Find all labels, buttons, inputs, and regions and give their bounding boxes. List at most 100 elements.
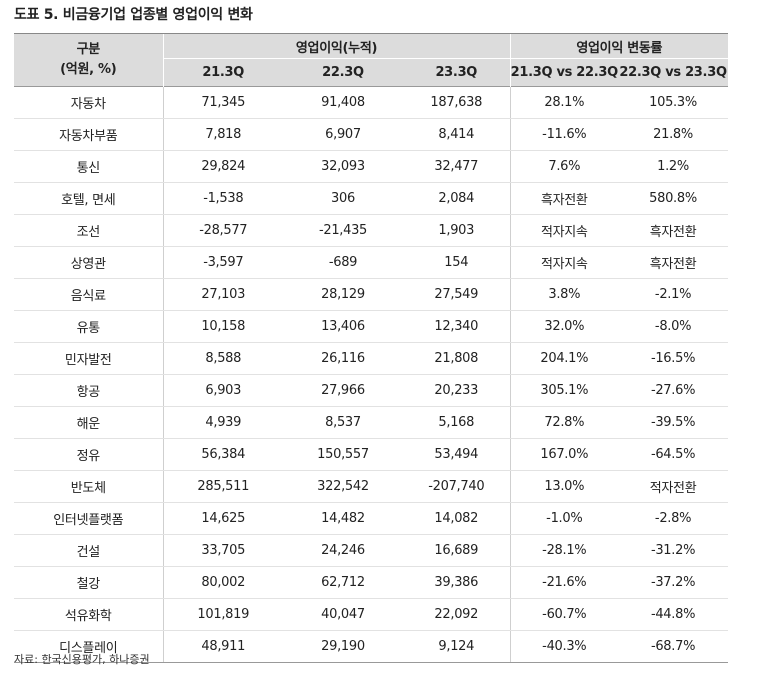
table-cell: 4,939 [162, 406, 283, 439]
column-header: 21.3Q [162, 58, 283, 87]
table-row: 정유 56,384 150,557 53,494 167.0% -64.5% [14, 438, 729, 471]
table-cell: 9,124 [403, 630, 511, 663]
table-cell: 6,903 [162, 374, 283, 407]
header-row: 구분 (억원, %) 영업이익(누적) 영업이익 변동률 [14, 33, 729, 87]
table-cell: 22,092 [403, 598, 511, 631]
table-cell: -40.3% [509, 630, 619, 663]
table-row: 인터넷플랫폼 14,625 14,482 14,082 -1.0% -2.8% [14, 502, 729, 535]
column-header: 21.3Q vs 22.3Q [509, 58, 618, 87]
table-cell: -2.8% [618, 502, 729, 535]
corner-cell: 구분 (억원, %) [14, 33, 163, 87]
table-row: 통신 29,824 32,093 32,477 7.6% 1.2% [14, 150, 729, 183]
table-cell: 16,689 [403, 534, 511, 567]
table-cell: 7.6% [509, 150, 619, 183]
table-row: 조선 -28,577 -21,435 1,903 적자지속 흑자전환 [14, 214, 729, 247]
table-cell: -3,597 [162, 246, 283, 279]
row-label: 건설 [14, 534, 163, 567]
table-row: 해운 4,939 8,537 5,168 72.8% -39.5% [14, 406, 729, 439]
row-label: 유통 [14, 310, 163, 343]
column-header: 22.3Q vs 23.3Q [618, 58, 729, 87]
table-cell: 101,819 [162, 598, 283, 631]
table-cell: 12,340 [403, 310, 511, 343]
table-cell: 32.0% [509, 310, 619, 343]
title: 도표 5. 비금융기업 업종별 영업이익 변화 [14, 7, 253, 23]
table-row: 자동차 71,345 91,408 187,638 28.1% 105.3% [14, 86, 729, 119]
table-cell: 29,824 [162, 150, 283, 183]
row-label: 호텔, 면세 [14, 182, 163, 215]
table-cell: 28.1% [509, 86, 619, 119]
table-cell: 48,911 [162, 630, 283, 663]
table-row: 반도체 285,511 322,542 -207,740 13.0% 적자전환 [14, 470, 729, 503]
row-label: 석유화학 [14, 598, 163, 631]
table-cell: 305.1% [509, 374, 619, 407]
table-cell: 28,129 [283, 278, 403, 311]
table-cell: 26,116 [283, 342, 403, 375]
row-label: 항공 [14, 374, 163, 407]
row-label: 민자발전 [14, 342, 163, 375]
table-row: 건설 33,705 24,246 16,689 -28.1% -31.2% [14, 534, 729, 567]
table-cell: 21,808 [403, 342, 511, 375]
table-cell: 306 [283, 182, 403, 215]
table-cell: 8,537 [283, 406, 403, 439]
table-cell: 56,384 [162, 438, 283, 471]
data-table: 구분 (억원, %) 영업이익(누적) 영업이익 변동률 21.3Q 22.3Q 23.3Q… [14, 33, 729, 663]
table-cell: 3.8% [509, 278, 619, 311]
table-cell: -8.0% [618, 310, 729, 343]
table-cell: 150,557 [283, 438, 403, 471]
table-cell: 1,903 [403, 214, 511, 247]
table-cell: 14,482 [283, 502, 403, 535]
table-cell: 62,712 [283, 566, 403, 599]
table-cell: 71,345 [162, 86, 283, 119]
table-header: 구분 (억원, %) 영업이익(누적) 영업이익 변동률 21.3Q 22.3Q 23.3Q… [14, 33, 729, 87]
table-cell: 13,406 [283, 310, 403, 343]
table-cell: 53,494 [403, 438, 511, 471]
row-label: 철강 [14, 566, 163, 599]
table-cell: 167.0% [509, 438, 619, 471]
corner-text: 구분 [76, 42, 101, 57]
table-body: 자동차 71,345 91,408 187,638 28.1% 105.3% 자동차부품 7,… [14, 86, 729, 663]
table-cell: 10,158 [162, 310, 283, 343]
table-cell: 285,511 [162, 470, 283, 503]
table-cell: 흑자전환 [618, 214, 729, 247]
table-cell: 21.8% [618, 118, 729, 151]
row-label: 상영관 [14, 246, 163, 279]
table-cell: -28.1% [509, 534, 619, 567]
table-cell: 91,408 [283, 86, 403, 119]
table-row: 상영관 -3,597 -689 154 적자지속 흑자전환 [14, 246, 729, 279]
table-cell: 24,246 [283, 534, 403, 567]
table-cell: -60.7% [509, 598, 619, 631]
table-cell: -44.8% [618, 598, 729, 631]
table-cell: -21,435 [283, 214, 403, 247]
table-cell: -64.5% [618, 438, 729, 471]
table-cell: -11.6% [509, 118, 619, 151]
table-cell: 80,002 [162, 566, 283, 599]
table-cell: -689 [283, 246, 403, 279]
table-cell: 14,082 [403, 502, 511, 535]
table-cell: 1.2% [618, 150, 729, 183]
group-header: 영업이익 변동률 [509, 33, 729, 59]
table-cell: 27,966 [283, 374, 403, 407]
table-cell: 72.8% [509, 406, 619, 439]
row-label: 자동차 [14, 86, 163, 119]
table-cell: 204.1% [509, 342, 619, 375]
row-label: 통신 [14, 150, 163, 183]
table-cell: 40,047 [283, 598, 403, 631]
table-cell: 187,638 [403, 86, 511, 119]
column-header: 22.3Q [283, 58, 403, 87]
table-cell: 105.3% [618, 86, 729, 119]
table-cell: 6,907 [283, 118, 403, 151]
table-cell: -1,538 [162, 182, 283, 215]
row-label: 자동차부품 [14, 118, 163, 151]
table-cell: 27,549 [403, 278, 511, 311]
table-cell: 적자지속 [509, 214, 619, 247]
table-row: 디스플레이 48,911 29,190 9,124 -40.3% -68.7% [14, 630, 729, 663]
table-cell: 29,190 [283, 630, 403, 663]
corner-text: (억원, %) [60, 62, 117, 77]
table-cell: -1.0% [509, 502, 619, 535]
table-cell: 39,386 [403, 566, 511, 599]
row-label: 디스플레이 [14, 630, 163, 663]
row-label: 조선 [14, 214, 163, 247]
table-cell: -37.2% [618, 566, 729, 599]
table-cell: 7,818 [162, 118, 283, 151]
